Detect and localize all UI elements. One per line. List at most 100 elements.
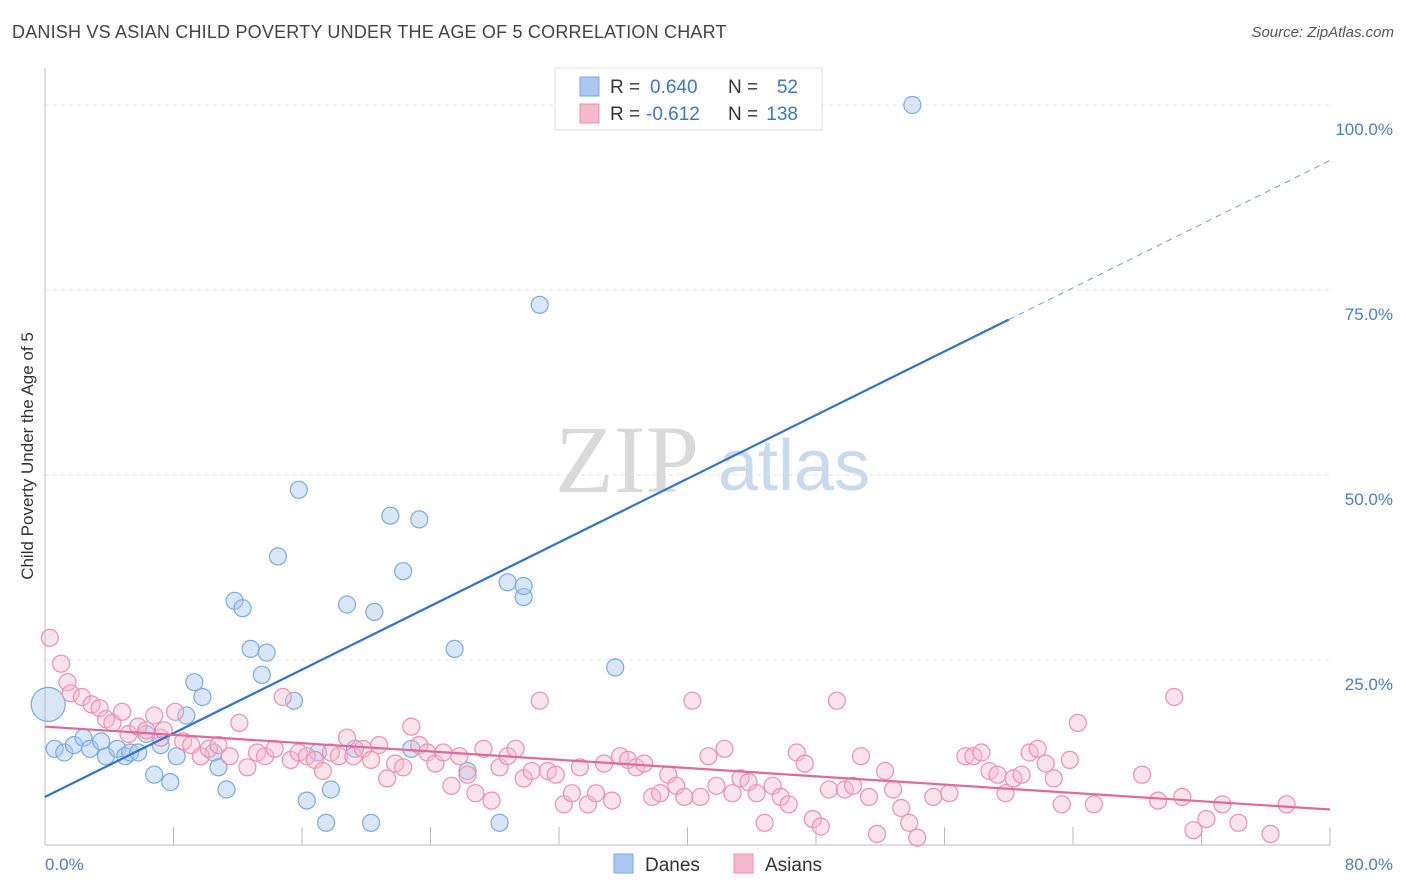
danes-point — [161, 772, 180, 792]
asians-point — [61, 684, 80, 703]
asians-point — [337, 728, 357, 747]
legend-n-label-asians: N = — [728, 104, 758, 125]
y-tick-labels: 25.0% 50.0% 75.0% 100.0% — [1335, 120, 1393, 694]
asians-point — [779, 795, 798, 814]
asians-point — [137, 721, 156, 740]
legend-swatch-asians — [579, 103, 600, 124]
asians-point — [859, 787, 879, 807]
danes-point — [297, 791, 316, 810]
asians-point — [747, 784, 766, 803]
asians-point — [635, 754, 654, 773]
asians-point — [1052, 795, 1071, 814]
asians-point — [908, 828, 927, 847]
asians-point — [1173, 787, 1192, 807]
danes-point — [233, 599, 252, 618]
danes-point — [45, 739, 64, 758]
asians-point — [402, 717, 421, 736]
asians-point — [892, 798, 911, 818]
asians-point — [851, 747, 871, 766]
asians-point — [378, 769, 397, 788]
asians-point — [90, 698, 109, 718]
y-axis-title: Child Poverty Under the Age of 5 — [18, 332, 37, 580]
x-tick-label-min: 0.0% — [45, 855, 84, 874]
chart-title: DANISH VS ASIAN CHILD POVERTY UNDER THE … — [12, 22, 727, 42]
asians-point — [394, 758, 413, 777]
watermark-zip: ZIP — [555, 406, 699, 513]
watermark: ZIP atlas — [555, 406, 870, 513]
legend-r-value-danes: 0.640 — [650, 77, 698, 98]
danes-point — [490, 813, 509, 832]
trend-line-asians — [44, 725, 1331, 811]
asians-point — [1132, 765, 1152, 784]
danes-point — [177, 706, 196, 725]
asians-point — [51, 654, 71, 673]
bottom-legend-swatch-danes — [613, 853, 634, 874]
danes-point — [365, 602, 384, 622]
asians-point — [209, 735, 228, 755]
danes-point — [903, 95, 922, 115]
asians-point — [546, 765, 565, 784]
asians-point — [265, 739, 284, 758]
asians-point — [691, 787, 710, 807]
danes-point — [193, 687, 212, 707]
asians-point — [220, 747, 239, 766]
legend: R = 0.640 N = 52 R = -0.612 N = 138 — [554, 67, 823, 131]
data-points — [30, 95, 1296, 847]
asians-point — [586, 784, 606, 803]
asians-point — [344, 747, 363, 766]
asians-point — [883, 780, 903, 799]
asians-point — [1165, 687, 1184, 707]
asians-point — [795, 754, 814, 773]
asians-point — [458, 765, 477, 784]
asians-point — [867, 824, 887, 844]
x-tick-label-max: 80.0% — [1345, 855, 1393, 874]
asians-point — [522, 761, 541, 781]
asians-point — [723, 784, 742, 803]
danes-point — [241, 639, 260, 659]
y-tick-label-50: 50.0% — [1345, 490, 1393, 509]
legend-n-value-danes: 52 — [777, 77, 798, 98]
asians-point — [972, 743, 991, 762]
danes-point — [514, 576, 533, 596]
bottom-legend: Danes Asians — [613, 853, 822, 876]
asians-point — [819, 780, 838, 799]
danes-point — [80, 739, 100, 758]
asians-point — [238, 758, 257, 777]
asians-point — [361, 750, 381, 770]
asians-point — [370, 735, 389, 755]
trend-line-danes — [44, 318, 1010, 798]
trend-line-extension-danes — [1008, 160, 1331, 321]
legend-swatch-danes — [579, 76, 600, 97]
asians-point — [827, 691, 846, 710]
asians-point — [166, 702, 185, 721]
danes-point — [316, 813, 336, 832]
y-tick-label-25: 25.0% — [1345, 675, 1393, 694]
danes-point — [96, 747, 116, 766]
bottom-legend-label-asians: Asians — [765, 855, 822, 876]
asians-point — [940, 784, 959, 803]
asians-point — [811, 817, 830, 836]
asians-point — [675, 787, 694, 807]
asians-point — [273, 687, 292, 707]
asians-point — [843, 776, 863, 795]
watermark-atlas: atlas — [718, 426, 870, 506]
asians-point — [1028, 739, 1047, 758]
asians-point — [58, 673, 77, 692]
asians-point — [40, 628, 59, 647]
asians-point — [1213, 795, 1232, 814]
asians-point — [255, 747, 275, 766]
asians-point — [699, 747, 718, 766]
danes-point — [361, 813, 381, 832]
asians-point — [313, 761, 332, 781]
asians-point — [119, 724, 138, 744]
series-asians — [40, 628, 1296, 847]
asians-point — [988, 765, 1007, 784]
danes-point — [252, 665, 271, 684]
bottom-legend-swatch-asians — [733, 853, 754, 874]
asians-point — [602, 791, 622, 810]
asians-point — [506, 739, 525, 758]
danes-point — [217, 780, 236, 799]
asians-point — [1197, 809, 1216, 829]
asians-point — [1149, 791, 1168, 810]
asians-point — [329, 747, 349, 766]
